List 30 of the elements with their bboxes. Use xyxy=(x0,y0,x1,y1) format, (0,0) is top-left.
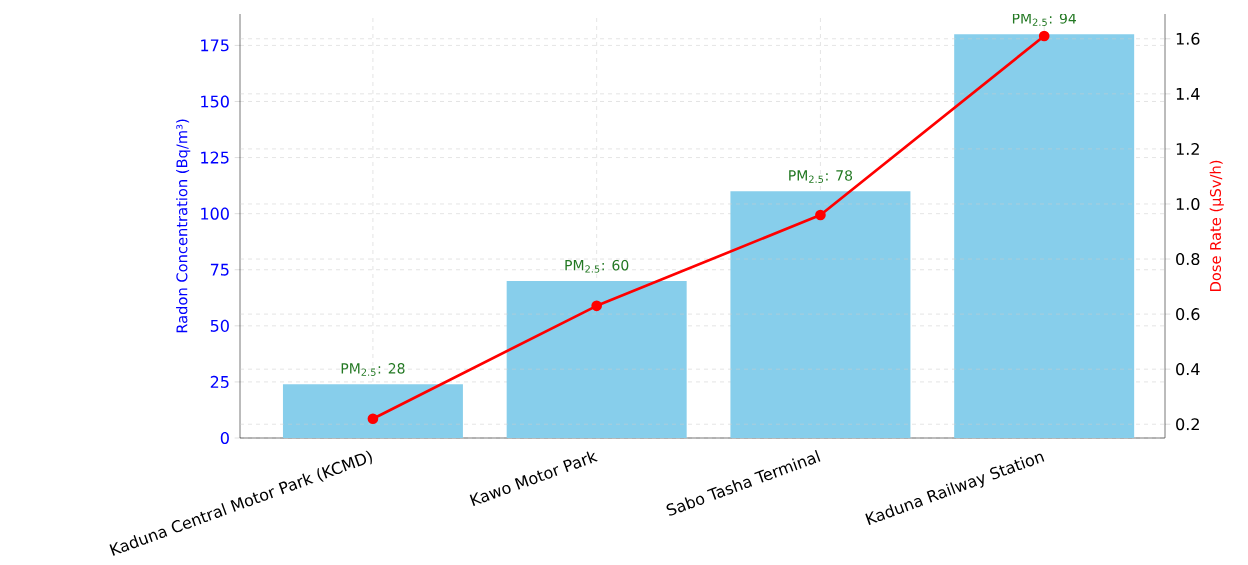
bar xyxy=(282,384,463,438)
y-tick-label: 100 xyxy=(201,207,229,220)
annotation: PM$_{2.5}$: 60 xyxy=(565,259,629,273)
y-tick-label: 0 xyxy=(220,431,229,445)
annotation: PM$_{2.5}$: 28 xyxy=(341,363,405,376)
x-tick-label: Kawo Motor Park xyxy=(469,451,598,507)
y2-tick-label: 1.4 xyxy=(1176,88,1200,100)
y-tick-label: 75 xyxy=(210,263,229,276)
bar xyxy=(730,191,911,438)
y2-tick-label: 0.2 xyxy=(1176,418,1199,431)
point xyxy=(367,413,379,425)
y2-tick-label: 0.8 xyxy=(1176,252,1200,266)
y2-tick-label: 1.6 xyxy=(1176,32,1200,45)
annotation: PM$_{2.5}$: 78 xyxy=(789,170,853,183)
bar xyxy=(954,34,1135,438)
y2-tick-label: 0.4 xyxy=(1176,363,1200,376)
y2-tick-label: 1.0 xyxy=(1176,197,1200,211)
point xyxy=(591,300,603,312)
y-tick-label: 125 xyxy=(201,151,229,164)
y-tick-label: 50 xyxy=(210,319,229,332)
point xyxy=(1038,30,1050,42)
y2-tick-label: 1.2 xyxy=(1176,142,1199,155)
y-tick-label: 150 xyxy=(201,95,229,108)
y-tick-label: 25 xyxy=(210,375,229,388)
point xyxy=(815,209,826,221)
y2-axis-title: Dose Rate (μSv/h) xyxy=(1209,160,1224,291)
bar xyxy=(506,280,687,438)
y-axis-title: Radon Concentration (Bq/m³) xyxy=(176,119,191,333)
y2-tick-label: 0.6 xyxy=(1176,308,1200,321)
y-tick-label: 175 xyxy=(201,39,229,52)
